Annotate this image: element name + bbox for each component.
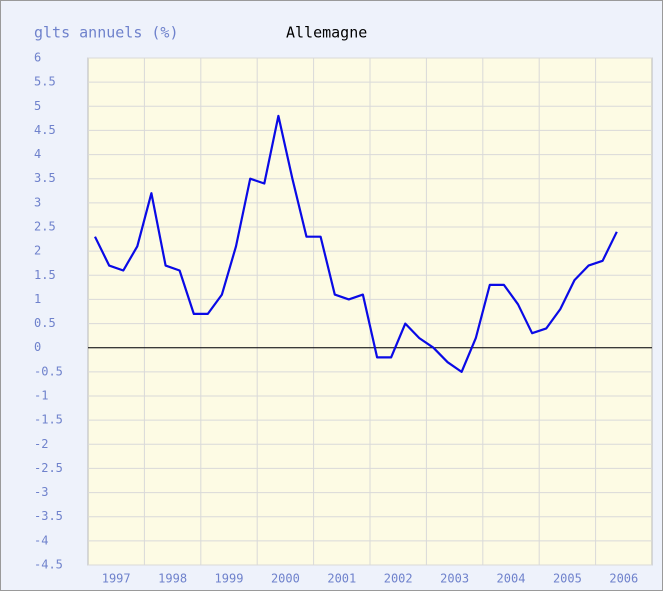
y-tick-label: 2 [34,244,41,258]
x-tick-label: 2003 [440,572,469,586]
x-tick-label: 2006 [609,572,638,586]
y-tick-label: 2.5 [34,220,56,234]
x-tick-label: 2002 [384,572,413,586]
y-tick-label: -0.5 [34,364,63,378]
y-tick-label: -2 [34,437,48,451]
y-axis-title: glts annuels (%) [34,24,179,42]
x-tick-label: 1999 [215,572,244,586]
y-tick-label: 5.5 [34,75,56,89]
y-tick-label: -4.5 [34,558,63,572]
y-tick-label: 0 [34,340,41,354]
x-tick-label: 1998 [158,572,187,586]
y-tick-label: 1.5 [34,268,56,282]
y-tick-label: -3.5 [34,509,63,523]
y-tick-label: -2.5 [34,461,63,475]
y-tick-label: 4 [34,147,41,161]
y-tick-label: 3 [34,195,41,209]
y-tick-label: 5 [34,99,41,113]
y-tick-label: -1 [34,389,48,403]
x-tick-label: 2005 [553,572,582,586]
y-tick-label: 1 [34,292,41,306]
y-tick-label: 3.5 [34,171,56,185]
x-tick-label: 2000 [271,572,300,586]
y-tick-label: 4.5 [34,123,56,137]
y-tick-label: 0.5 [34,316,56,330]
data-line [94,114,618,373]
y-tick-label: -4 [34,533,48,547]
x-tick-label: 1997 [102,572,131,586]
y-tick-label: 6 [34,51,41,65]
y-tick-label: -3 [34,485,48,499]
x-tick-label: 2004 [497,572,526,586]
chart-title: Allemagne [286,24,367,42]
x-tick-label: 2001 [327,572,356,586]
y-tick-label: -1.5 [34,413,63,427]
